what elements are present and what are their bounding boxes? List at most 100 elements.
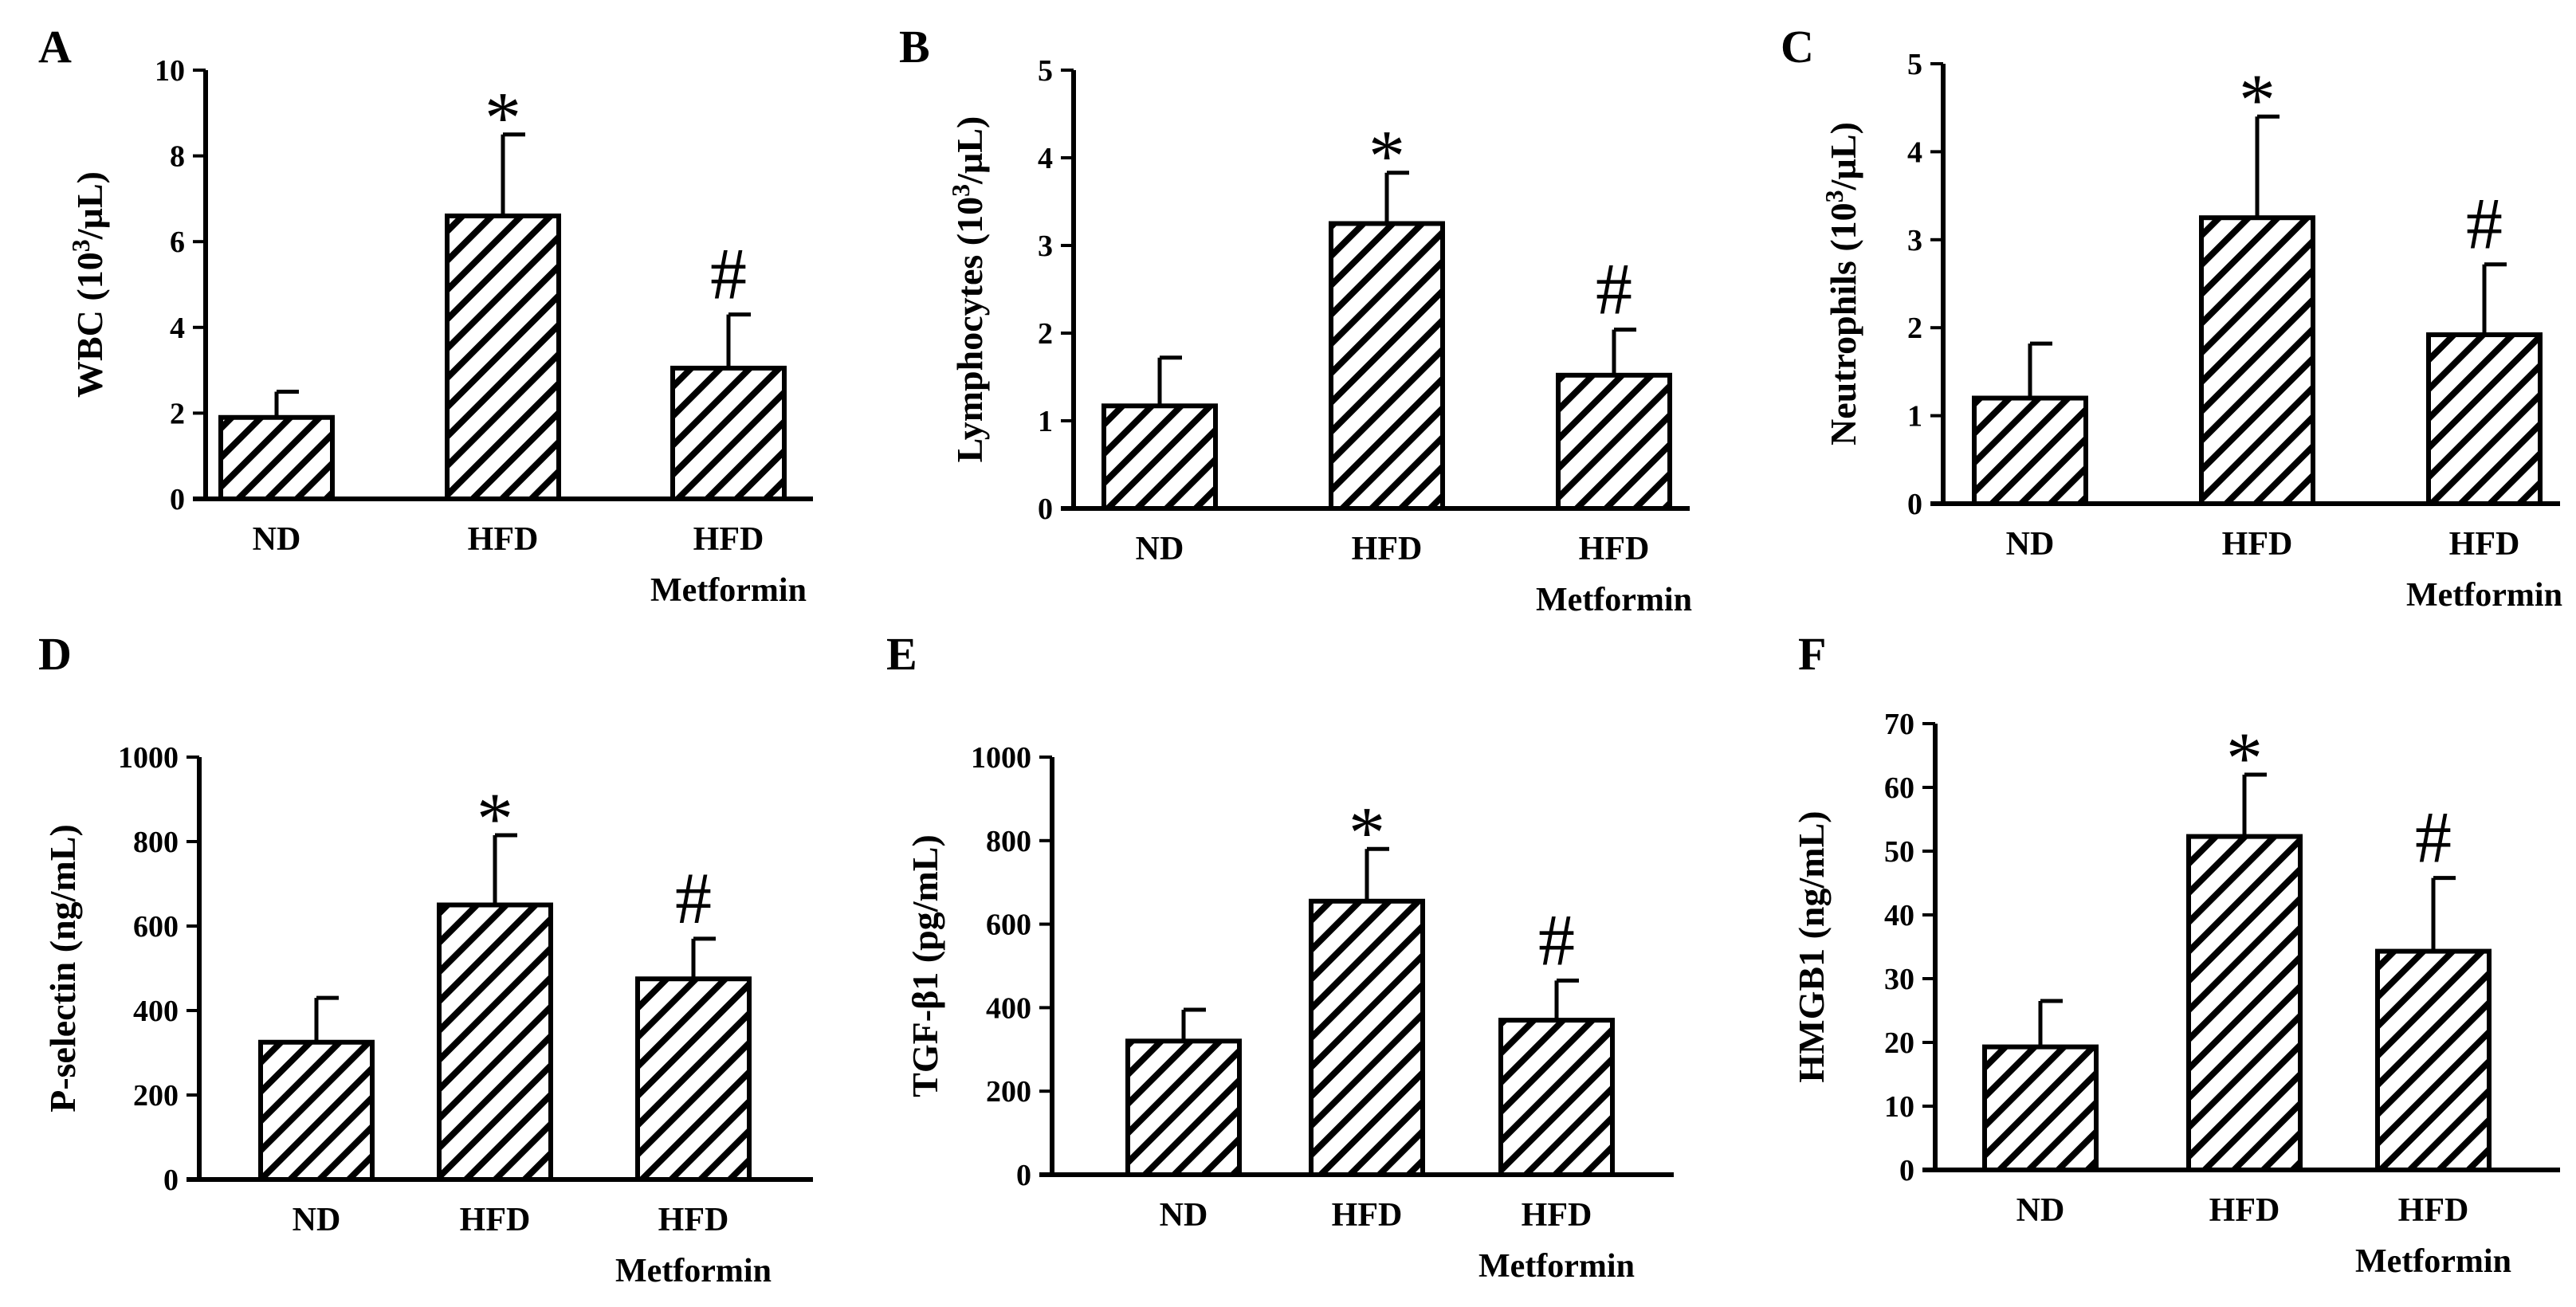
y-tick-label: 1: [1038, 405, 1053, 438]
bar: [1982, 1044, 2099, 1172]
bar: [218, 414, 335, 502]
y-tick-label: 5: [1907, 48, 1922, 81]
category-label: HFD: [1352, 531, 1423, 567]
panel-letter: A: [38, 21, 72, 73]
y-axis-label: Lymphocytes (103/µL): [946, 116, 990, 463]
y-tick-label: 200: [986, 1075, 1031, 1109]
bar: [1309, 898, 1425, 1178]
panel-letter: E: [886, 628, 917, 680]
category-label: HFD: [468, 521, 539, 558]
y-tick-label: 4: [170, 312, 185, 345]
category-label: ND: [2016, 1192, 2065, 1229]
y-tick-label: 600: [133, 910, 179, 944]
significance-hash: #: [1538, 899, 1575, 980]
y-tick-label: 4: [1038, 142, 1053, 175]
y-tick-label: 60: [1884, 771, 1914, 805]
y-tick-label: 1: [1907, 400, 1922, 434]
y-tick-label: 1000: [971, 741, 1031, 775]
y-tick-label: 40: [1884, 899, 1914, 932]
y-tick-label: 0: [1038, 493, 1053, 526]
y-axis-label: Neutrophils (103/µL): [1820, 122, 1863, 445]
category-label: ND: [1136, 531, 1184, 567]
category-label: HFD: [2398, 1192, 2469, 1229]
bar: [258, 1039, 375, 1182]
significance-hash: #: [2466, 183, 2503, 265]
y-tick-label: 0: [1016, 1159, 1031, 1192]
y-tick-label: 8: [170, 140, 185, 174]
category-label: HFD: [1522, 1197, 1592, 1234]
bar: [2186, 834, 2303, 1172]
bar: [2426, 332, 2543, 507]
bar: [445, 213, 561, 501]
bar: [1329, 221, 1445, 511]
significance-asterisk: *: [477, 778, 513, 859]
category-sublabel: Metformin: [615, 1253, 772, 1289]
significance-hash: #: [710, 234, 747, 315]
category-label: HFD: [658, 1202, 729, 1238]
y-axis-label: TGF-β1 (pg/mL): [905, 834, 945, 1097]
panel-d: D 0 200 400 600 800 1000 P-selectin (ng/mL) ND * H…: [38, 628, 813, 1289]
significance-asterisk: *: [2226, 717, 2263, 799]
y-tick-label: 800: [133, 826, 179, 859]
category-label: ND: [293, 1202, 341, 1238]
y-tick-label: 3: [1907, 224, 1922, 257]
category-label: HFD: [2209, 1192, 2280, 1229]
category-sublabel: Metformin: [1478, 1248, 1635, 1285]
y-tick-label: 2: [1038, 317, 1053, 351]
y-tick-label: 1000: [118, 741, 179, 775]
bar: [1101, 403, 1218, 511]
significance-hash: #: [675, 858, 712, 939]
category-label: ND: [2006, 526, 2055, 563]
category-label: HFD: [2222, 526, 2293, 563]
bar: [2199, 215, 2315, 506]
category-label: HFD: [1579, 531, 1650, 567]
y-tick-label: 10: [1884, 1090, 1914, 1124]
y-axis-label: WBC (103/µL): [66, 171, 110, 398]
panel-letter: B: [899, 21, 930, 73]
y-tick-label: 800: [986, 825, 1031, 858]
y-tick-label: 0: [1899, 1154, 1914, 1187]
y-tick-label: 200: [133, 1079, 179, 1113]
category-label: HFD: [460, 1202, 531, 1238]
y-tick-label: 3: [1038, 230, 1053, 263]
y-tick-label: 0: [163, 1164, 179, 1197]
y-tick-label: 6: [170, 226, 185, 259]
panel-letter: D: [38, 628, 72, 680]
y-axis-label: P-selectin (ng/mL): [42, 824, 83, 1113]
panel-f: F 0 10 20 30 40 50 60 70 HMGB1 (ng/mL) ND * HFD # HFD M…: [1791, 628, 2560, 1280]
y-tick-label: 0: [1907, 488, 1922, 521]
y-tick-label: 0: [170, 483, 185, 516]
y-tick-label: 2: [170, 397, 185, 430]
y-tick-label: 2: [1907, 312, 1922, 345]
category-label: HFD: [693, 521, 764, 558]
y-tick-label: 10: [155, 54, 185, 88]
bar: [670, 365, 787, 501]
category-label: ND: [1160, 1197, 1208, 1234]
y-tick-label: 70: [1884, 708, 1914, 741]
y-tick-label: 30: [1884, 963, 1914, 996]
y-axis-label: HMGB1 (ng/mL): [1791, 810, 1832, 1082]
category-label: HFD: [2449, 526, 2520, 563]
bar: [1498, 1018, 1615, 1177]
panel-letter: F: [1798, 628, 1826, 680]
y-tick-label: 20: [1884, 1026, 1914, 1060]
significance-asterisk: *: [1349, 791, 1385, 873]
bar: [437, 902, 553, 1182]
category-sublabel: Metformin: [2406, 577, 2562, 614]
panel-a: A 0 2 4 6 8 10 WBC (103/µL) ND * HFD # HFD Metformin: [38, 21, 813, 609]
panel-letter: C: [1781, 21, 1814, 73]
significance-asterisk: *: [2239, 59, 2276, 140]
y-tick-label: 600: [986, 909, 1031, 942]
category-sublabel: Metformin: [2355, 1243, 2511, 1280]
bar: [635, 976, 752, 1182]
category-sublabel: Metformin: [1536, 582, 1692, 618]
category-label: HFD: [1332, 1197, 1403, 1234]
significance-asterisk: *: [1368, 116, 1405, 197]
significance-hash: #: [2415, 797, 2452, 878]
bar: [2375, 948, 2492, 1172]
bar: [1125, 1038, 1242, 1177]
bar: [1972, 395, 2088, 506]
y-tick-label: 50: [1884, 835, 1914, 869]
y-tick-label: 400: [986, 991, 1031, 1025]
